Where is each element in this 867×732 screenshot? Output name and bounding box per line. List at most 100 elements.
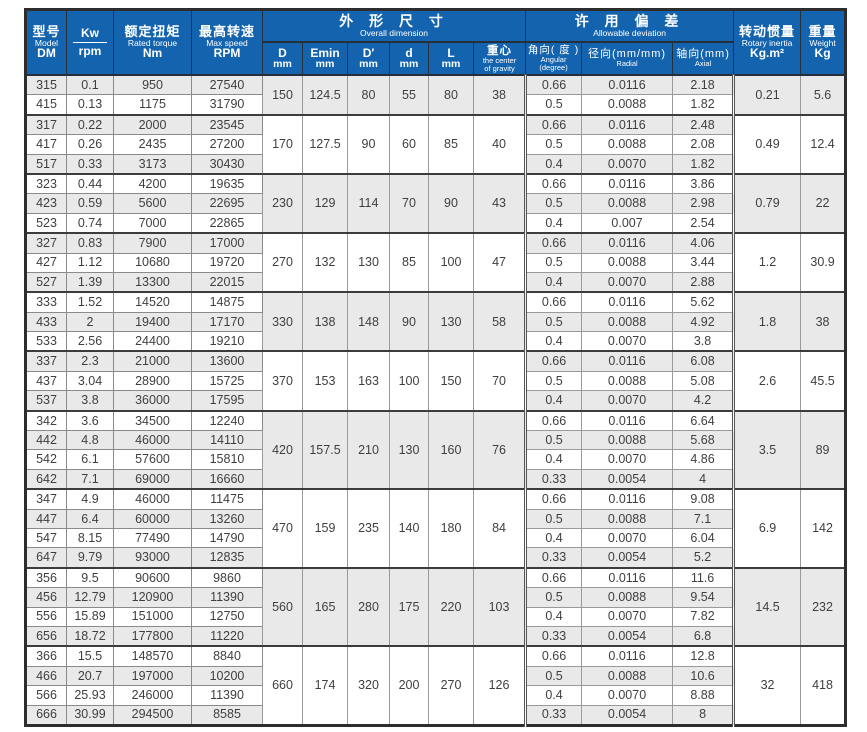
cell-radial: 0.0070: [581, 271, 674, 293]
col-header-angular: 角向( 度 ) Angular (degree): [525, 41, 583, 76]
cell-angular: 0.33: [524, 547, 583, 569]
cell-rotary-inertia: 2.6: [733, 350, 802, 412]
col-header-rotary-inertia: 转动惯量 Rotary inertia Kg.m²: [733, 9, 802, 76]
cell-angular: 0.66: [524, 409, 583, 432]
cell-dim-d: 85: [389, 232, 429, 293]
cell-dim-D-prime: 114: [347, 172, 390, 234]
table-row: 437 3.04 28900 15725 0.5 0.0088 5.08: [25, 370, 846, 392]
table-row: 315 0.1 950 27540 150 124.5 80 55 80 38 0.66 0.0116…: [25, 74, 847, 116]
cell-radial: 0.0116: [581, 488, 674, 510]
cell-radial: 0.0070: [581, 606, 674, 627]
deviation-label-en: Allowable deviation: [593, 27, 666, 38]
torque-label-en: Rated torque: [127, 37, 178, 48]
cell-kw: 0.26: [66, 134, 114, 155]
cell-angular: 0.5: [524, 665, 583, 687]
cell-max-speed: 12835: [191, 547, 263, 569]
model-label-en: Model: [34, 37, 59, 48]
cell-rated-torque: 28900: [113, 370, 192, 392]
cell-model: 533: [25, 331, 67, 352]
col-header-radial: 径向(mm/mm) Radial: [581, 41, 674, 76]
cell-rated-torque: 77490: [113, 527, 192, 549]
cell-kw: 2.3: [66, 350, 114, 372]
cell-rotary-inertia: 3.5: [733, 409, 802, 490]
table-row: 656 18.72 177800 11220 0.33 0.0054 6.8: [25, 625, 846, 647]
cell-rotary-inertia: 1.8: [733, 291, 802, 352]
cell-kw: 30.99: [66, 704, 114, 726]
table-row: 527 1.39 13300 22015 0.4 0.0070 2.88: [25, 271, 846, 293]
cell-axial: 6.64: [672, 409, 736, 432]
cell-axial: 2.48: [672, 113, 736, 136]
cell-model: 447: [25, 508, 67, 529]
cell-dim-Emin: 165: [302, 566, 348, 647]
cell-max-speed: 8585: [191, 704, 263, 726]
cell-dim-D-prime: 80: [347, 74, 390, 116]
cell-kw: 18.72: [66, 625, 114, 647]
cell-rated-torque: 177800: [113, 625, 192, 647]
inertia-label-zh: 转动惯量: [739, 23, 796, 39]
cell-angular: 0.5: [524, 134, 583, 155]
cell-model: 566: [25, 685, 67, 706]
cell-radial: 0.0070: [581, 449, 674, 470]
cell-dim-d: 60: [389, 113, 429, 175]
cell-angular: 0.5: [524, 193, 583, 214]
cell-radial: 0.0088: [581, 193, 674, 214]
cell-dim-D: 230: [262, 172, 303, 234]
cell-max-speed: 14875: [191, 291, 263, 313]
cell-radial: 0.0088: [581, 508, 674, 529]
cell-dim-L: 90: [428, 172, 474, 234]
cell-dim-Emin: 124.5: [302, 74, 348, 116]
cell-model: 523: [25, 212, 67, 234]
cell-rated-torque: 4200: [113, 172, 192, 195]
cell-radial: 0.0088: [581, 587, 674, 608]
cell-dim-D: 150: [262, 74, 303, 116]
col-header-Emin: Emin mm: [302, 41, 348, 76]
cell-model: 656: [25, 625, 67, 647]
cell-radial: 0.0116: [581, 172, 674, 195]
cell-kw: 0.33: [66, 153, 114, 175]
table-row: 433 2 19400 17170 0.5 0.0088 4.92: [25, 311, 846, 333]
cell-model: 456: [25, 587, 67, 608]
torque-unit: Nm: [142, 46, 163, 61]
cell-rotary-inertia: 0.49: [733, 113, 802, 175]
cell-rated-torque: 5600: [113, 193, 192, 214]
cell-max-speed: 9860: [191, 566, 263, 589]
table-row: 537 3.8 36000 17595 0.4 0.0070 4.2: [25, 390, 846, 412]
cell-rated-torque: 21000: [113, 350, 192, 372]
cell-max-speed: 12240: [191, 409, 263, 432]
table-row: 415 0.13 1175 31790 0.5 0.0088 1.82: [25, 94, 846, 116]
cell-rated-torque: 57600: [113, 449, 192, 470]
cell-radial: 0.0054: [581, 468, 674, 490]
coupling-spec-table: 型号 Model DM Kw rpm 额定扭矩 Rated torque Nm …: [24, 8, 848, 727]
cell-radial: 0.0054: [581, 625, 674, 647]
cell-model: 537: [25, 390, 67, 412]
cell-kw: 0.44: [66, 172, 114, 195]
cell-dim-L: 150: [428, 350, 474, 412]
cell-axial: 4.86: [672, 449, 736, 470]
cell-dim-center-of-gravity: 58: [472, 291, 527, 352]
cell-weight: 5.6: [800, 74, 847, 116]
col-header-D-prime: D′ mm: [347, 41, 390, 76]
cell-rated-torque: 3173: [113, 153, 192, 175]
cell-kw: 15.89: [66, 606, 114, 627]
cell-radial: 0.0070: [581, 331, 674, 352]
cell-radial: 0.0070: [581, 685, 674, 706]
cell-angular: 0.33: [524, 625, 583, 647]
cell-angular: 0.66: [524, 113, 583, 136]
cell-max-speed: 11475: [191, 488, 263, 510]
table-row: 342 3.6 34500 12240 420 157.5 210 130 160 76 0.66 0…: [25, 409, 847, 490]
cell-axial: 5.2: [672, 547, 736, 569]
cell-dim-Emin: 132: [302, 232, 348, 293]
cell-model: 337: [25, 350, 67, 372]
cell-dim-Emin: 157.5: [302, 409, 348, 490]
col-header-d: d mm: [389, 41, 429, 76]
cell-axial: 2.18: [672, 74, 736, 96]
cell-radial: 0.0116: [581, 232, 674, 254]
cell-dim-D: 470: [262, 488, 303, 569]
cell-dim-d: 70: [389, 172, 429, 234]
cell-axial: 1.82: [672, 153, 736, 175]
cell-model: 415: [25, 94, 67, 116]
cell-rated-torque: 34500: [113, 409, 192, 432]
col-header-L: L mm: [428, 41, 474, 76]
cell-dim-D: 560: [262, 566, 303, 647]
cell-angular: 0.4: [524, 390, 583, 412]
